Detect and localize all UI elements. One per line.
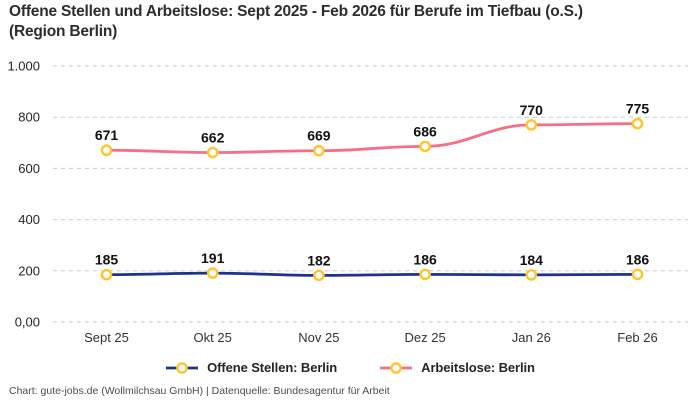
data-point-label: 186 — [413, 251, 437, 267]
legend-item-arbeitslose: Arbeitslose: Berlin — [379, 360, 535, 375]
data-point-marker — [525, 269, 538, 281]
legend-swatch-line-circle-icon — [166, 361, 199, 374]
data-point-label: 662 — [201, 130, 225, 146]
data-point-label: 775 — [626, 101, 650, 117]
y-tick-label: 600 — [18, 161, 40, 176]
data-point-marker — [631, 268, 644, 281]
x-tick-label: Feb 26 — [617, 330, 657, 345]
data-point-marker — [206, 146, 219, 159]
legend-item-offene-stellen: Offene Stellen: Berlin — [165, 360, 337, 375]
x-tick-label: Dez 25 — [404, 330, 445, 345]
chart-title: Offene Stellen und Arbeitslose: Sept 202… — [9, 3, 583, 40]
x-tick-label: Jan 26 — [512, 330, 551, 345]
x-tick-label: Nov 25 — [298, 330, 339, 345]
data-point-label: 184 — [520, 252, 544, 268]
data-point-label: 186 — [626, 251, 650, 267]
y-tick-label: 800 — [18, 110, 40, 125]
legend-label-arbeitslose: Arbeitslose: Berlin — [421, 360, 535, 375]
y-tick-label: 1.000 — [7, 59, 40, 74]
chart-legend: Offene Stellen: Berlin Arbeitslose: Berl… — [0, 360, 700, 375]
data-point-label: 185 — [95, 252, 119, 268]
y-tick-label: 400 — [18, 212, 40, 227]
legend-swatch-line-circle-icon — [380, 361, 413, 374]
data-point-marker — [100, 144, 113, 157]
data-point-marker — [100, 268, 113, 281]
x-tick-label: Sept 25 — [84, 330, 129, 345]
y-tick-label: 0,00 — [15, 315, 40, 330]
data-point-marker — [313, 144, 325, 157]
data-point-marker — [313, 269, 325, 282]
data-point-label: 686 — [413, 123, 437, 139]
data-point-label: 669 — [307, 128, 331, 144]
data-point-marker — [525, 119, 538, 131]
data-point-label: 182 — [307, 252, 331, 268]
data-point-marker — [419, 140, 431, 153]
data-point-marker — [206, 267, 219, 279]
data-point-label: 671 — [95, 127, 119, 143]
legend-label-offene-stellen: Offene Stellen: Berlin — [207, 360, 338, 375]
data-point-marker — [419, 268, 431, 281]
y-tick-label: 200 — [18, 263, 40, 278]
series-line — [105, 271, 639, 277]
data-point-label: 770 — [520, 102, 544, 118]
data-point-label: 191 — [201, 250, 225, 266]
series-line — [105, 122, 639, 154]
data-point-marker — [631, 117, 644, 130]
chart-footer: Chart: gute-jobs.de (Wollmilchsau GmbH) … — [9, 385, 390, 397]
x-tick-label: Okt 25 — [194, 330, 232, 345]
